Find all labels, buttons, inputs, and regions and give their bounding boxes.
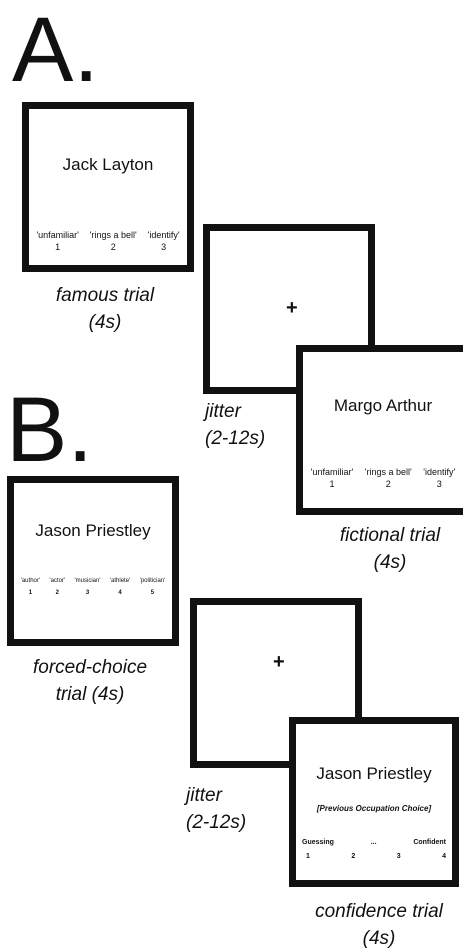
caption-line: (4s) xyxy=(88,312,122,333)
caption-line: (2-12s) xyxy=(205,428,266,449)
option-key: 1 xyxy=(329,479,335,489)
screen: Jason Priestley 'author' 1 'actor' 2 'musici… xyxy=(7,476,179,646)
scale-label: ... xyxy=(370,839,377,846)
option-key: 1 xyxy=(28,590,33,596)
fixation: + xyxy=(273,651,285,673)
option: 'unfamiliar' 1 xyxy=(36,229,78,253)
caption-line: jitter xyxy=(205,401,241,422)
caption: jitter (2-12s) xyxy=(205,398,265,452)
option: 'identify' 3 xyxy=(423,466,455,490)
option-label: 'politician' xyxy=(139,578,166,584)
option: 'athlete' 4 xyxy=(110,575,130,599)
caption-line: jitter xyxy=(186,785,222,806)
screen-name: Margo Arthur xyxy=(333,396,433,415)
option: 'rings a bell' 2 xyxy=(365,466,412,490)
options: 'author' 1 'actor' 2 'musician' 3 'athlete' 4 'p… xyxy=(16,575,170,599)
options: 'unfamiliar' 1 'rings a bell' 2 'identify' 3 xyxy=(31,229,185,253)
panel-label: A. xyxy=(12,0,99,101)
keys: 1 2 3 4 xyxy=(306,851,446,863)
option: 'politician' 5 xyxy=(140,575,166,599)
option: 'musician' 3 xyxy=(75,575,101,599)
option-key: 3 xyxy=(396,853,401,860)
option-key: 4 xyxy=(118,590,122,596)
scale-label: Guessing xyxy=(302,839,334,846)
caption-line: trial (4s) xyxy=(55,684,125,705)
option: 'identify' 3 xyxy=(148,229,180,253)
option-label: 'unfamiliar' xyxy=(310,467,354,477)
caption-line: confidence trial xyxy=(315,901,443,922)
caption: forced-choice trial (4s) xyxy=(5,654,175,708)
option-key: 2 xyxy=(110,242,116,252)
screen: Margo Arthur 'unfamiliar' 1 'rings a bell'… xyxy=(296,345,463,515)
screen: Jack Layton 'unfamiliar' 1 'rings a bell' 2… xyxy=(22,102,194,272)
option: 'author' 1 xyxy=(21,575,40,599)
option-key: 4 xyxy=(442,853,446,860)
option-label: 'author' xyxy=(20,578,41,584)
option-key: 3 xyxy=(85,590,90,596)
options: 'unfamiliar' 1 'rings a bell' 2 'identify' 3 xyxy=(305,466,461,490)
caption: confidence trial (4s) xyxy=(295,898,463,952)
option-key: 3 xyxy=(436,479,442,489)
option-key: 2 xyxy=(351,853,356,860)
option: 'actor' 2 xyxy=(49,575,65,599)
screen: Jason Priestley [Previous Occupation Cho… xyxy=(289,717,459,887)
option-key: 2 xyxy=(55,590,59,596)
caption: famous trial (4s) xyxy=(20,282,190,336)
option-label: 'unfamiliar' xyxy=(36,230,79,240)
option-key: 5 xyxy=(150,590,155,596)
caption-line: (4s) xyxy=(362,928,396,949)
option-label: 'actor' xyxy=(49,578,66,584)
option: 'unfamiliar' 1 xyxy=(311,466,353,490)
caption-line: fictional trial xyxy=(339,525,441,546)
caption: jitter (2-12s) xyxy=(186,782,246,836)
option-key: 1 xyxy=(55,242,61,252)
option-key: 3 xyxy=(161,242,167,252)
screen-name: Jack Layton xyxy=(62,155,154,174)
caption: fictional trial (4s) xyxy=(310,522,463,576)
option-key: 2 xyxy=(385,479,391,489)
option-label: 'rings a bell' xyxy=(89,230,137,240)
option-label: 'rings a bell' xyxy=(364,467,412,477)
screen: + xyxy=(203,224,375,394)
fixation: + xyxy=(286,297,298,319)
scale-label: Confident xyxy=(413,839,446,846)
screen: + xyxy=(190,598,362,768)
panel-label: B. xyxy=(6,379,93,481)
scale: Guessing... Confident xyxy=(302,837,446,849)
option-label: 'identify' xyxy=(147,230,180,240)
caption-line: (2-12s) xyxy=(186,812,247,833)
option-key: 1 xyxy=(306,853,310,860)
caption-line: forced-choice xyxy=(32,657,148,678)
option-label: 'musician' xyxy=(74,578,101,584)
caption-line: (4s) xyxy=(373,552,407,573)
screen-name: Jason Priestley xyxy=(316,764,432,783)
screen-name: Jason Priestley xyxy=(35,521,151,540)
option: 'rings a bell' 2 xyxy=(90,229,137,253)
prompt: [Previous Occupation Choice] xyxy=(316,804,432,813)
option-label: 'identify' xyxy=(423,467,456,477)
option-label: 'athlete' xyxy=(109,578,131,584)
caption-line: famous trial xyxy=(55,285,155,306)
